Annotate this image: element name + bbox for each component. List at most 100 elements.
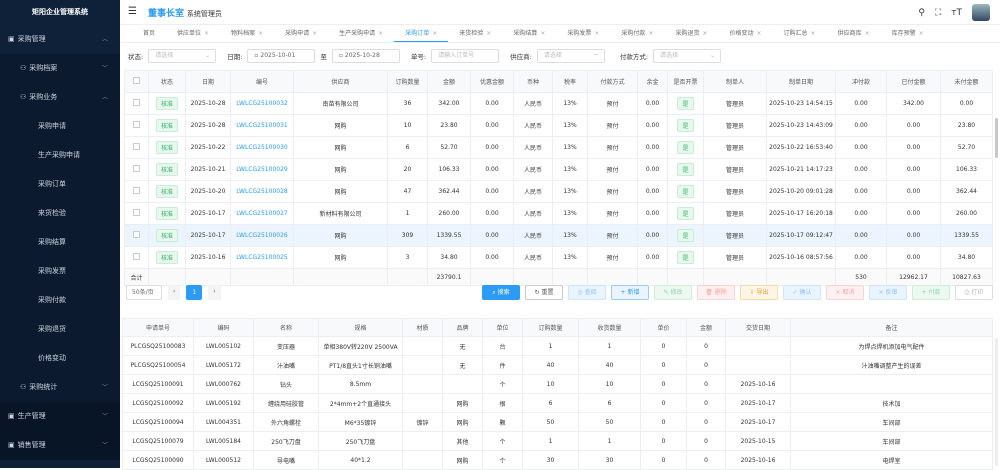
checkbox[interactable]	[133, 143, 140, 150]
column-header[interactable]: 材质	[402, 318, 443, 337]
select-all-checkbox[interactable]	[124, 70, 149, 93]
row-checkbox-cell[interactable]	[124, 180, 149, 203]
checkbox[interactable]	[133, 99, 140, 106]
column-header[interactable]: 申请单号	[122, 318, 194, 337]
fullscreen-icon[interactable]: ⛶	[934, 7, 942, 18]
column-header[interactable]: 冲付款	[835, 70, 887, 93]
search-icon[interactable]: ⚲	[918, 7, 925, 18]
column-header[interactable]: 未付金额	[940, 70, 993, 93]
order-link[interactable]: LWLCG25100029	[236, 166, 288, 173]
menu-toggle-icon[interactable]: ☰	[128, 6, 137, 17]
checkbox[interactable]	[133, 231, 140, 238]
column-header[interactable]: 付款方式	[587, 70, 638, 93]
toolbar-button-3[interactable]: + 新增	[611, 285, 649, 300]
sidebar-item-1[interactable]: ⚇ 采购档案 ﹀	[0, 54, 120, 83]
sidebar-item-4[interactable]: 生产采购申请	[0, 141, 120, 170]
column-header[interactable]: 名称	[253, 318, 319, 337]
more-icon[interactable]: ···	[593, 51, 599, 59]
close-icon[interactable]: ×	[756, 30, 762, 37]
table-row[interactable]: LCGSQ25100094 LWL004351 外六角螺栓 M6*35镀锌 镀锌 网购颗 5…	[122, 412, 993, 432]
table-row[interactable]: 核准 2025-10-28 LWLCG25100031 网购 10 23.80 0.00 人民…	[124, 114, 993, 137]
sidebar-item-9[interactable]: 采购付款	[0, 286, 120, 315]
date-from-input[interactable]: ▫ 2025-10-01	[247, 48, 316, 63]
tab-8[interactable]: 采购发票 ×	[556, 25, 610, 42]
toolbar-button-9[interactable]: × 反审	[869, 285, 907, 300]
row-checkbox-cell[interactable]	[124, 136, 149, 159]
sidebar-item-0[interactable]: ▣ 采购管理 ︿	[0, 25, 120, 54]
table-row[interactable]: PLCGSQ25100083 LWL005102 变压器 单相380V转220V 25…	[122, 336, 993, 356]
table-row[interactable]: LCGSQ25100092 LWL005192 缠绕用硅胶管 2*4mm+2个直通接头…	[122, 393, 993, 413]
order-link[interactable]: LWLCG25100031	[236, 122, 288, 129]
checkbox[interactable]	[133, 209, 140, 216]
close-icon[interactable]: ×	[204, 30, 210, 37]
tab-9[interactable]: 采购付款 ×	[610, 25, 664, 42]
column-header[interactable]: 优惠金额	[470, 70, 514, 93]
column-header[interactable]: 日期	[185, 70, 231, 93]
table-row[interactable]: 核准 2025-10-21 LWLCG25100029 网购 20 106.33 0.00 人…	[124, 158, 993, 181]
close-icon[interactable]: ×	[378, 30, 384, 37]
toolbar-button-0[interactable]: ⌕ 搜索	[482, 285, 520, 300]
column-header[interactable]: 品牌	[442, 318, 483, 337]
tab-13[interactable]: 供应商库 ×	[827, 25, 881, 42]
column-header[interactable]: 编码	[193, 318, 254, 337]
sidebar-item-5[interactable]: 采购订单	[0, 170, 120, 199]
column-header[interactable]: 订购数量	[387, 70, 428, 93]
tab-5[interactable]: 采购订单 ×	[394, 25, 449, 42]
tab-11[interactable]: 价格变动 ×	[718, 25, 772, 42]
row-checkbox-cell[interactable]	[124, 92, 149, 115]
table-row[interactable]: 核准 2025-10-17 LWLCG25100027 新材料有限公司 1 260.00 0…	[124, 202, 993, 225]
table-row[interactable]: PLCGSQ25100054 LWL005172 汁油嘴 PT1/8直头1寸长铜油嘴 无…	[122, 355, 993, 375]
row-checkbox-cell[interactable]	[124, 114, 149, 137]
toolbar-button-1[interactable]: ↻ 重置	[525, 285, 563, 300]
page-1-button[interactable]: 1	[186, 285, 203, 300]
sidebar-item-12[interactable]: ⚇ 采购统计 ﹀	[0, 373, 120, 402]
orders-scrollbar[interactable]	[995, 118, 998, 158]
close-icon[interactable]: ×	[594, 30, 600, 37]
column-header[interactable]: 是否开票	[667, 70, 704, 93]
toolbar-button-7[interactable]: ✓ 确认	[783, 285, 821, 300]
close-icon[interactable]: ×	[312, 30, 318, 37]
column-header[interactable]: 备注	[790, 318, 993, 337]
row-checkbox-cell[interactable]	[124, 158, 149, 181]
column-header[interactable]: 已付金额	[886, 70, 941, 93]
column-header[interactable]: 单价	[640, 318, 687, 337]
table-row[interactable]: LCGSQ25100079 LWL005184 250飞刀盘 250飞刀盘 其他个 1 1 0…	[122, 431, 993, 451]
column-header[interactable]: 制单人	[703, 70, 767, 93]
toolbar-button-6[interactable]: ⇩ 导出	[740, 285, 778, 300]
toolbar-button-5[interactable]: 🗑 删除	[697, 285, 735, 300]
column-header[interactable]: 编号	[230, 70, 294, 93]
tab-3[interactable]: 采购申请 ×	[274, 25, 328, 42]
page-size-select[interactable]: 50条/页	[126, 285, 162, 300]
avatar[interactable]	[972, 4, 990, 21]
close-icon[interactable]: ×	[432, 30, 438, 37]
column-header[interactable]: 交货日期	[725, 318, 791, 337]
checkbox[interactable]	[133, 77, 140, 84]
toolbar-button-8[interactable]: × 取消	[826, 285, 864, 300]
close-icon[interactable]: ×	[486, 30, 492, 37]
sidebar-item-7[interactable]: 采购结算	[0, 228, 120, 257]
row-checkbox-cell[interactable]	[124, 224, 149, 247]
table-row[interactable]: LCGSQ25100091 LWL000762 钻头 8.5mm 个 10 10 0 0 2025…	[122, 374, 993, 394]
close-icon[interactable]: ×	[648, 30, 654, 37]
checkbox[interactable]	[133, 253, 140, 260]
toolbar-button-11[interactable]: ⎙ 打印	[955, 285, 993, 300]
status-select[interactable]: 请选择 ⌄	[148, 48, 217, 63]
column-header[interactable]: 税率	[552, 70, 588, 93]
order-link[interactable]: LWLCG25100032	[236, 100, 288, 107]
tab-7[interactable]: 采购结算 ×	[502, 25, 556, 42]
table-row[interactable]: LCGSQ25100090 LWL000512 导电嘴 40*1.2 网购个 30 30 0 0…	[122, 450, 993, 470]
column-header[interactable]: 订购数量	[522, 318, 579, 337]
tab-1[interactable]: 供应单位 ×	[166, 25, 220, 42]
table-row[interactable]: 核准 2025-10-16 LWLCG25100025 网购 3 34.80 0.00 人民币…	[124, 246, 993, 269]
sidebar-item-14[interactable]: ▣ 销售管理 ﹀	[0, 431, 120, 460]
close-icon[interactable]: ×	[918, 30, 924, 37]
order-link[interactable]: LWLCG25100028	[236, 188, 288, 195]
column-header[interactable]: 状态	[148, 70, 186, 93]
supplier-select[interactable]: 请选择 ···	[536, 48, 605, 63]
column-header[interactable]: 金额	[686, 318, 726, 337]
sidebar-item-11[interactable]: 价格变动	[0, 344, 120, 373]
sidebar-item-13[interactable]: ▣ 生产管理 ﹀	[0, 402, 120, 431]
sidebar-item-3[interactable]: 采购申请	[0, 112, 120, 141]
close-icon[interactable]: ×	[258, 30, 264, 37]
close-icon[interactable]: ×	[810, 30, 816, 37]
